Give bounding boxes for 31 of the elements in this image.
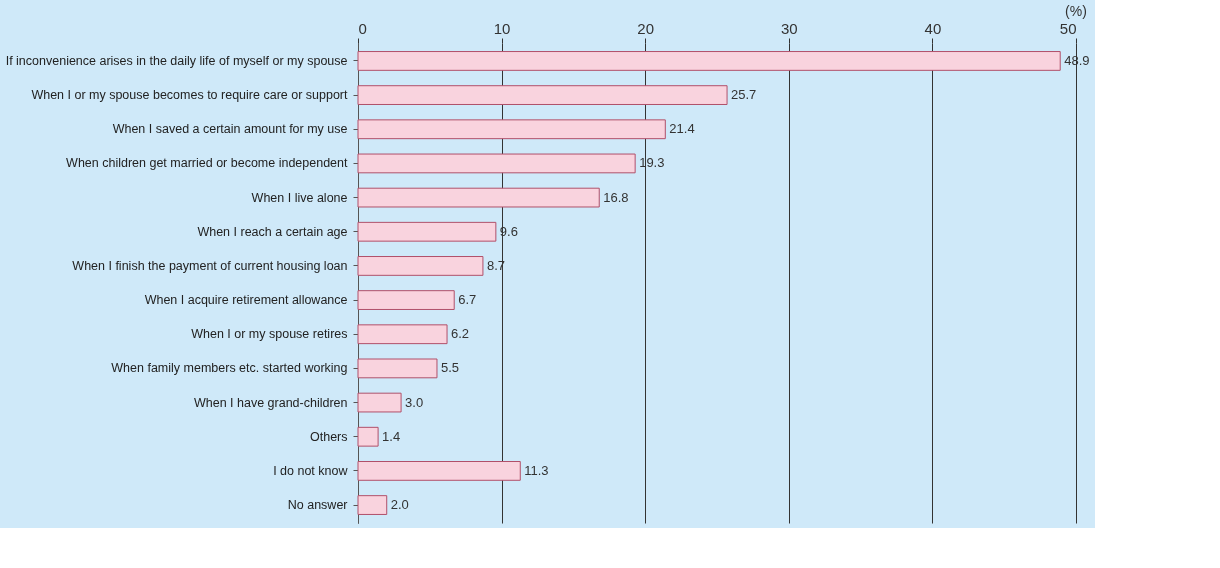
y-tick-label: When I live alone [251, 190, 348, 205]
data-label: 21.4 [669, 121, 695, 137]
y-tick-label: Others [309, 429, 348, 444]
data-label: 6.2 [451, 326, 470, 342]
data-label: 5.5 [440, 360, 460, 376]
data-label: 16.8 [603, 189, 629, 205]
y-tick-label: If inconvenience arises in the daily life of myself or my spouse [5, 53, 348, 68]
y-tick-label: When family members etc. started working [111, 361, 348, 376]
data-label: 3.0 [405, 394, 424, 410]
y-tick-label: I do not know [273, 463, 349, 478]
x-tick-label: 40 [924, 19, 942, 37]
data-label: 25.7 [731, 87, 757, 103]
x-axis-title: (%) [1065, 3, 1087, 19]
x-tick-label: 20 [637, 19, 655, 37]
x-tick-label: 30 [780, 19, 798, 37]
y-tick-label: When I or my spouse retires [191, 327, 348, 342]
y-tick-label: When I saved a certain amount for my use [112, 122, 348, 137]
y-tick-label: When I acquire retirement allowance [144, 293, 348, 308]
y-tick-label: When I finish the payment of current housing loan [72, 258, 348, 273]
y-tick-label: No answer [287, 498, 348, 513]
data-label: 6.7 [458, 292, 477, 308]
y-tick-label: When I reach a certain age [197, 224, 348, 239]
x-tick-label: 10 [493, 19, 511, 37]
data-label: 1.4 [382, 428, 401, 444]
data-label: 2.0 [390, 497, 409, 513]
y-tick-label: When I or my spouse becomes to require care or support [31, 88, 349, 103]
x-tick-label: 0 [358, 19, 367, 37]
y-tick-label: When children get married or become independent [66, 156, 349, 171]
x-tick-label: 50 [1059, 19, 1077, 37]
data-label: 11.3 [524, 462, 549, 478]
y-tick-label: When I have grand-children [193, 395, 348, 410]
